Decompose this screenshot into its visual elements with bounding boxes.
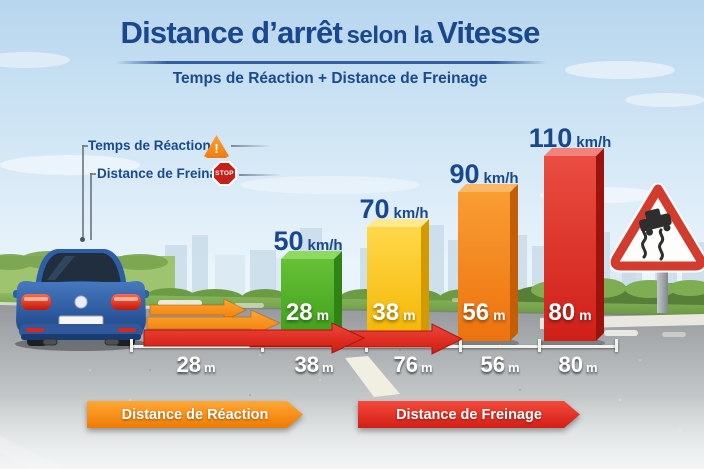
bar-50kmh xyxy=(281,251,342,341)
speed-label-90: 90 km/h xyxy=(424,160,544,188)
bar-distance-unit: m xyxy=(316,307,330,323)
bracket-line xyxy=(90,173,92,240)
speed-value: 50 xyxy=(273,226,304,256)
scale-value: 38 xyxy=(294,352,319,377)
page-title: Distance d’arrêt selon la Vitesse xyxy=(0,15,660,51)
legend-connector-line xyxy=(239,174,281,176)
scale-unit: m xyxy=(321,360,334,375)
subtitle: Temps de Réaction + Distance de Freinage xyxy=(172,70,488,87)
scale-label-3: 76 m xyxy=(368,353,458,377)
braking-banner: Distance de Freinage xyxy=(358,401,580,428)
scale-unit: m xyxy=(507,360,520,375)
measuring-tick xyxy=(615,339,618,352)
measuring-tick xyxy=(538,339,541,352)
bar-110kmh xyxy=(544,148,604,341)
bar-distance-unit: m xyxy=(579,307,592,323)
scale-value: 28 xyxy=(176,352,201,377)
speed-value: 70 xyxy=(359,194,390,224)
title-part2: selon la xyxy=(346,22,433,49)
bar-90kmh xyxy=(458,184,518,341)
bar-70kmh xyxy=(367,219,429,341)
grass-strip xyxy=(0,293,704,318)
bar-distance-unit: m xyxy=(403,307,416,323)
bracket-line xyxy=(90,173,96,175)
speed-label-50: 50 km/h xyxy=(248,227,368,255)
car-rear-view xyxy=(13,249,149,351)
bar-value-70: 38 m xyxy=(367,300,421,326)
stop-sign-icon: STOP xyxy=(212,161,237,186)
bar-distance: 80 xyxy=(548,299,576,326)
bar-distance-unit: m xyxy=(493,307,506,323)
scale-unit: m xyxy=(585,360,598,375)
bar-value-90: 56 m xyxy=(458,300,510,326)
warning-triangle-icon: ! xyxy=(204,135,229,158)
stop-glyph: STOP xyxy=(215,170,234,177)
legend-connector-line xyxy=(231,145,271,147)
measuring-tick xyxy=(459,339,462,352)
bar-value-110: 80 m xyxy=(544,300,596,326)
speed-unit: km/h xyxy=(576,134,612,151)
bracket-line xyxy=(82,145,84,240)
reaction-banner-label: Distance de Réaction xyxy=(87,401,303,428)
braking-banner-label: Distance de Freinage xyxy=(358,401,580,428)
speed-unit: km/h xyxy=(393,205,429,222)
speed-value: 110 xyxy=(528,123,573,153)
bar-distance: 38 xyxy=(372,299,400,326)
scale-label-4: 56 m xyxy=(455,353,545,377)
title-part3: Vitesse xyxy=(437,15,540,50)
title-underline xyxy=(116,61,546,64)
reaction-banner: Distance de Réaction xyxy=(87,401,303,428)
legend-reaction-label: Temps de Réaction xyxy=(88,138,211,153)
speed-unit: km/h xyxy=(307,237,343,254)
bar-distance: 28 xyxy=(285,299,313,326)
reaction-arrow-short xyxy=(149,298,248,322)
braking-arrow-main xyxy=(143,322,366,354)
car-logo xyxy=(74,295,88,309)
speed-label-110: 110 km/h xyxy=(510,124,630,152)
scale-label-5: 80 m xyxy=(533,353,623,377)
scale-value: 76 xyxy=(393,352,418,377)
scale-unit: m xyxy=(203,360,216,375)
scale-unit: m xyxy=(420,360,433,375)
title-part1: Distance d’arrêt xyxy=(120,15,343,50)
sign-pole xyxy=(657,249,668,313)
slippery-road-sign xyxy=(610,183,704,313)
legend-braking-label: Distance de Freinage xyxy=(97,166,233,181)
warning-glyph: ! xyxy=(214,141,219,156)
bar-distance: 56 xyxy=(462,299,490,326)
bracket-line xyxy=(82,145,88,147)
skidding-car-glyph xyxy=(638,208,672,261)
scale-value: 56 xyxy=(480,352,505,377)
measuring-tick xyxy=(130,339,133,352)
speed-label-70: 70 km/h xyxy=(334,195,454,223)
speed-value: 90 xyxy=(449,159,480,189)
scale-value: 80 xyxy=(558,352,583,377)
speed-unit: km/h xyxy=(483,170,519,187)
bar-value-50: 28 m xyxy=(281,300,334,326)
road-marking-diagonal xyxy=(345,356,400,397)
scale-label-2: 38 m xyxy=(269,353,359,377)
scale-label-1: 28 m xyxy=(151,353,241,377)
car-antenna xyxy=(80,237,85,242)
